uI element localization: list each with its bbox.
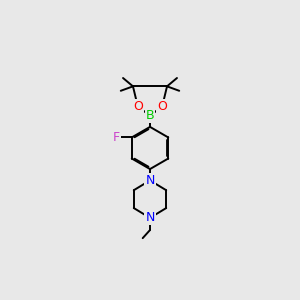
- Text: O: O: [133, 100, 143, 113]
- Text: N: N: [145, 212, 155, 224]
- Text: N: N: [145, 174, 155, 187]
- Text: F: F: [113, 131, 120, 144]
- Text: B: B: [146, 109, 154, 122]
- Text: O: O: [157, 100, 167, 113]
